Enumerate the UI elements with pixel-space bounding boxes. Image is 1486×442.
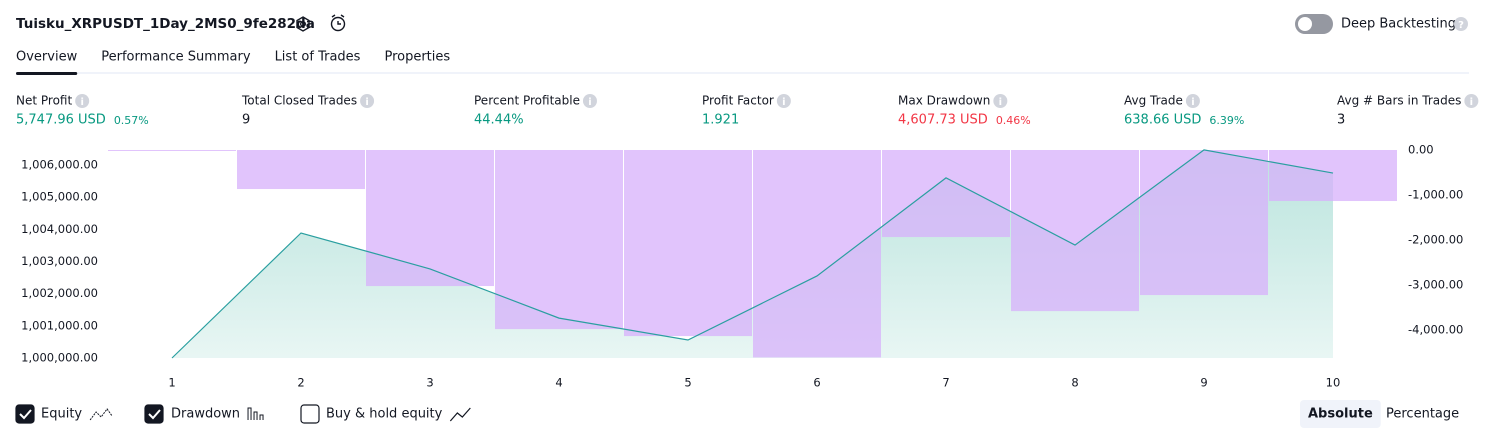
info-icon-glyph: i <box>1191 97 1194 108</box>
info-icon[interactable] <box>776 94 791 108</box>
metric-value: 9 <box>242 113 250 128</box>
metric-label: Avg Trade <box>1124 94 1183 108</box>
x-tick-label: 1 <box>168 376 175 390</box>
info-icon-glyph: i <box>80 97 83 108</box>
info-icon-glyph: i <box>365 97 368 108</box>
metric-label: Net Profit <box>16 94 72 108</box>
metric-value: 3 <box>1337 113 1345 128</box>
y-tick-label: 1,004,000.00 <box>21 222 98 236</box>
drawdown-bar <box>1140 150 1268 296</box>
svg-text:?: ? <box>1458 20 1464 31</box>
drawdown-bar <box>882 150 1010 238</box>
legend-label: Drawdown <box>171 407 240 422</box>
toggle-label: Deep Backtesting <box>1341 17 1456 32</box>
info-icon[interactable] <box>360 94 375 108</box>
y2-tick-label: -1,000.00 <box>1408 188 1463 202</box>
mode-button[interactable]: Absolute <box>1308 407 1373 422</box>
metric-percent: 0.57% <box>114 114 149 127</box>
checkbox[interactable] <box>144 404 164 424</box>
drawdown-bar <box>495 150 623 330</box>
drawdown-icon <box>247 407 264 420</box>
metric-label: Total Closed Trades <box>241 94 357 108</box>
equity-line <box>171 149 1334 359</box>
metric-value: 5,747.96 USD <box>16 113 106 128</box>
drawdown-bar <box>366 150 494 287</box>
tab[interactable]: Properties <box>384 50 450 65</box>
info-icon[interactable] <box>582 94 597 108</box>
metric-label: Max Drawdown <box>898 94 990 108</box>
y2-tick-label: -2,000.00 <box>1408 233 1463 247</box>
tab[interactable]: Overview <box>16 50 78 65</box>
drawdown-bar <box>108 150 236 151</box>
metric-value: 1.921 <box>702 113 739 128</box>
x-tick-label: 10 <box>1326 376 1341 390</box>
mode-button-bg <box>1300 400 1381 428</box>
info-icon[interactable] <box>75 94 90 108</box>
checkbox[interactable] <box>300 404 320 424</box>
x-tick-label: 7 <box>942 376 949 390</box>
metric-value: 638.66 USD <box>1124 113 1201 128</box>
metric-percent: 0.46% <box>996 114 1031 127</box>
drawdown-bar <box>1011 150 1139 312</box>
metric-percent: 6.39% <box>1209 114 1244 127</box>
y2-tick-label: -4,000.00 <box>1408 323 1463 337</box>
help-icon[interactable]: ? <box>1454 17 1468 31</box>
metric-label: Avg # Bars in Trades <box>1337 94 1461 108</box>
metric-value: 44.44% <box>474 113 524 128</box>
x-tick-label: 6 <box>813 376 820 390</box>
drawdown-bar <box>624 150 752 337</box>
x-tick-label: 4 <box>555 376 562 390</box>
checkmark <box>19 409 32 420</box>
y-tick-label: 1,003,000.00 <box>21 254 98 268</box>
y-tick-label: 1,005,000.00 <box>21 190 98 204</box>
equity-icon <box>89 408 113 421</box>
alert-icon[interactable] <box>330 14 346 32</box>
tab[interactable]: Performance Summary <box>101 50 251 65</box>
y-tick-label: 1,000,000.00 <box>21 351 98 365</box>
metric-label: Profit Factor <box>702 94 774 108</box>
drawdown-bar <box>1269 150 1397 202</box>
settings-icon[interactable] <box>296 16 310 32</box>
active-tab-underline <box>16 72 78 75</box>
y2-tick-label: 0.00 <box>1408 143 1434 157</box>
y2-tick-label: -3,000.00 <box>1408 278 1463 292</box>
info-icon[interactable] <box>1185 94 1200 108</box>
x-tick-label: 3 <box>426 376 433 390</box>
metric-value: 4,607.73 USD <box>898 113 988 128</box>
info-icon-glyph: i <box>782 97 785 108</box>
legend-label: Equity <box>41 407 82 422</box>
x-tick-label: 2 <box>297 376 304 390</box>
metric-label: Percent Profitable <box>474 94 580 108</box>
x-tick-label: 5 <box>684 376 691 390</box>
strategy-title: Tuisku_XRPUSDT_1Day_2MS0_9fe282da <box>16 16 315 32</box>
x-tick-label: 8 <box>1071 376 1078 390</box>
y-tick-label: 1,006,000.00 <box>21 157 98 171</box>
deep-backtesting-toggle[interactable] <box>1295 14 1333 34</box>
info-icon[interactable] <box>993 94 1008 108</box>
drawdown-bar <box>237 150 365 190</box>
info-icon-glyph: i <box>588 97 591 108</box>
legend-label: Buy & hold equity <box>326 407 443 422</box>
tab[interactable]: List of Trades <box>275 50 361 65</box>
checkbox[interactable] <box>15 404 35 424</box>
drawdown-bar <box>753 150 881 358</box>
y-tick-label: 1,001,000.00 <box>21 318 98 332</box>
info-icon[interactable] <box>1464 94 1479 108</box>
checkmark <box>148 409 161 420</box>
mode-button[interactable]: Percentage <box>1386 407 1459 422</box>
buy-hold-icon <box>449 407 471 422</box>
info-icon-glyph: i <box>1470 97 1473 108</box>
x-tick-label: 9 <box>1200 376 1207 390</box>
info-icon-glyph: i <box>999 97 1002 108</box>
y-tick-label: 1,002,000.00 <box>21 286 98 300</box>
